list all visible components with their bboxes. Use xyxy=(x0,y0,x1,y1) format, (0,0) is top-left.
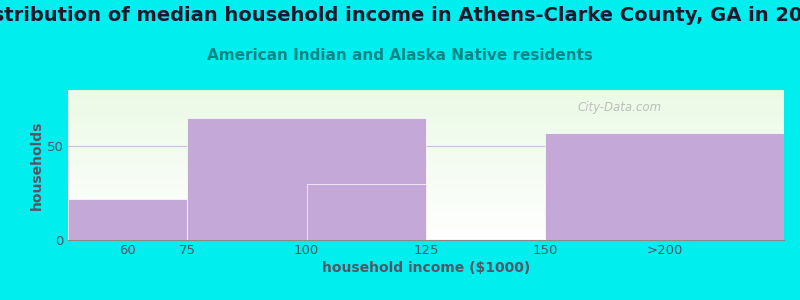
Bar xyxy=(68,199,187,240)
Text: Distribution of median household income in Athens-Clarke County, GA in 2022: Distribution of median household income … xyxy=(0,6,800,25)
X-axis label: household income ($1000): household income ($1000) xyxy=(322,261,530,275)
Bar xyxy=(187,118,426,240)
Text: City-Data.com: City-Data.com xyxy=(578,101,662,115)
Bar xyxy=(306,184,426,240)
Text: American Indian and Alaska Native residents: American Indian and Alaska Native reside… xyxy=(207,48,593,63)
Bar xyxy=(546,133,784,240)
Y-axis label: households: households xyxy=(30,120,44,210)
